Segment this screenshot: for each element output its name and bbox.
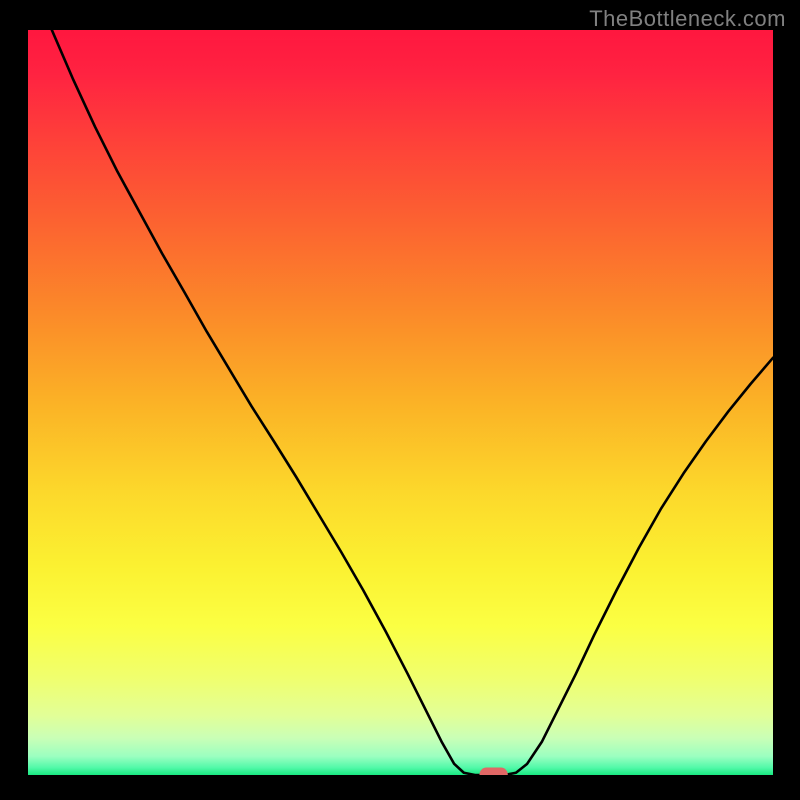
plot-area — [28, 30, 773, 775]
optimum-marker — [479, 768, 507, 775]
gradient-background — [28, 30, 773, 775]
watermark-label: TheBottleneck.com — [589, 6, 786, 32]
chart-stage: TheBottleneck.com — [0, 0, 800, 800]
bottleneck-curve-chart — [28, 30, 773, 775]
